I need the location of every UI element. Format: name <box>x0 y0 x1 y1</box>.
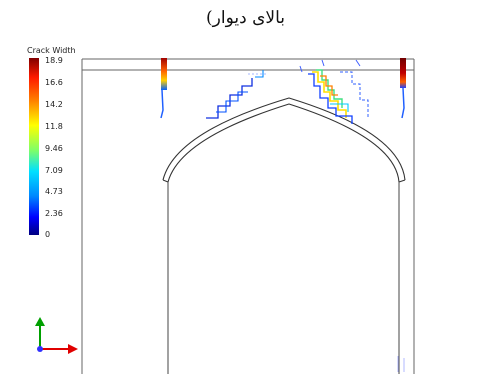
legend-tick: 14.2 <box>45 100 63 109</box>
crack-left-support <box>161 58 167 90</box>
arch-inner <box>167 103 400 183</box>
axis-x-arrow <box>68 344 78 354</box>
crack-step-right-blue <box>308 73 353 124</box>
legend-tick: 7.09 <box>45 166 63 175</box>
legend-tick: 18.9 <box>45 56 63 65</box>
crack-top-flecks <box>299 59 361 73</box>
axis-origin-dot <box>37 346 43 352</box>
legend-colorbar <box>29 58 39 235</box>
arch-left-foot <box>162 179 169 183</box>
arch-right-foot <box>398 179 406 183</box>
legend-tick: 9.46 <box>45 144 63 153</box>
legend-tick: 16.6 <box>45 78 63 87</box>
arch-outer <box>162 97 406 181</box>
crack-left-tail <box>160 89 164 119</box>
crack-step-right-yellow <box>312 71 347 118</box>
crack-step-left-top <box>255 70 264 78</box>
legend-tick: 2.36 <box>45 209 63 218</box>
legend-tick: 4.73 <box>45 187 63 196</box>
legend-title: Crack Width <box>27 46 76 55</box>
crack-step-left-outer <box>206 78 253 119</box>
axis-y-arrow <box>35 317 45 326</box>
crack-step-left-inner <box>216 91 248 113</box>
legend-tick: 11.8 <box>45 122 63 131</box>
crack-step-right-orange <box>320 75 338 96</box>
crack-step-right-green <box>316 69 343 108</box>
crack-step-right-faint <box>340 71 369 118</box>
crack-bottom-faint <box>397 356 405 372</box>
crack-right-tail <box>401 87 405 119</box>
figure-title: بالای دیوار) <box>206 8 285 28</box>
crack-right-support <box>400 58 406 88</box>
legend-tick: 0 <box>45 230 51 239</box>
crack-step-right-cyan <box>330 103 349 112</box>
